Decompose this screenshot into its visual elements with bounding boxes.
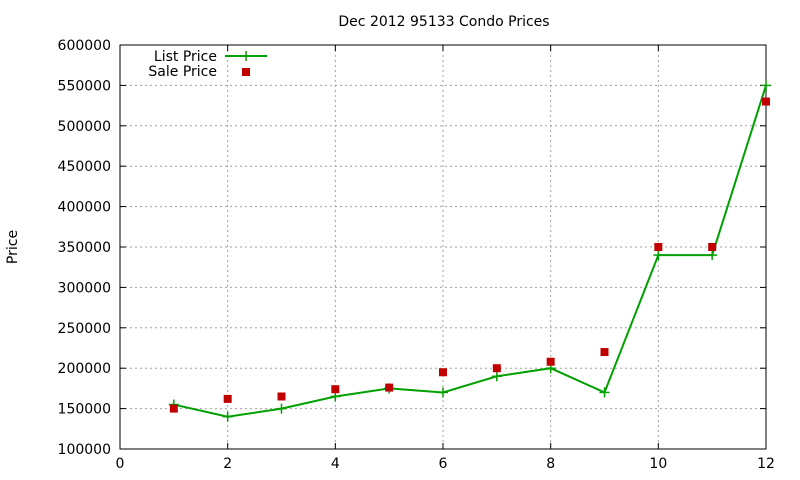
y-tick-label: 500000 (58, 119, 111, 135)
sale-price-point (654, 243, 663, 251)
legend-label-sale-price: Sale Price (148, 64, 217, 80)
sale-price-point (277, 392, 286, 401)
x-tick-label: 6 (439, 456, 448, 472)
series-layer (168, 80, 771, 422)
sale-price-point (762, 97, 770, 106)
list-price-point (276, 403, 287, 414)
legend: List Price Sale Price (148, 49, 267, 80)
list-price-point (438, 387, 448, 398)
x-tick-label: 0 (116, 456, 125, 472)
x-tick-label: 10 (649, 456, 667, 472)
sale-price-point (600, 348, 609, 357)
legend-label-list-price: List Price (154, 49, 217, 65)
list-price-point (707, 250, 718, 261)
y-tick-label: 100000 (58, 442, 111, 458)
chart-title: Dec 2012 95133 Condo Prices (338, 14, 549, 30)
x-tick-label: 4 (331, 456, 340, 472)
y-tick-label: 400000 (58, 200, 111, 216)
sale-price-point (439, 368, 447, 377)
y-tick-label: 300000 (58, 280, 111, 296)
list-price-point (761, 80, 771, 91)
y-tick-label: 550000 (58, 78, 111, 94)
list-price-point (599, 387, 610, 398)
sale-price-point (385, 383, 394, 392)
list-price-point (222, 411, 233, 422)
sale-price-point (169, 404, 178, 413)
legend-marker-list-price (241, 51, 251, 61)
y-tick-label: 250000 (58, 321, 111, 337)
sale-price-point (223, 394, 232, 403)
x-tick-label: 2 (223, 456, 232, 472)
x-tick-label: 12 (757, 456, 775, 472)
sale-price-point (492, 364, 501, 373)
grid-lines (120, 45, 766, 449)
sale-price-point (546, 357, 555, 366)
y-tick-label: 450000 (58, 159, 111, 175)
sale-price-point (708, 243, 717, 251)
y-axis-title: Price (5, 230, 21, 264)
sale-price-point (331, 385, 340, 394)
y-tick-label: 200000 (58, 361, 111, 377)
x-tick-label: 8 (546, 456, 555, 472)
list-price-point (491, 371, 502, 382)
legend-marker-sale-price (242, 68, 250, 76)
list-price-line (173, 85, 767, 418)
legend-plus-marker (241, 51, 251, 61)
y-tick-label: 150000 (58, 402, 111, 418)
list-price-point (653, 250, 664, 261)
y-tick-label: 600000 (58, 38, 111, 54)
axis-ticks: 0 2 4 6 8 10 12 100000 150000 200000 250000 300000 3… (58, 38, 775, 472)
y-tick-label: 350000 (58, 240, 111, 256)
